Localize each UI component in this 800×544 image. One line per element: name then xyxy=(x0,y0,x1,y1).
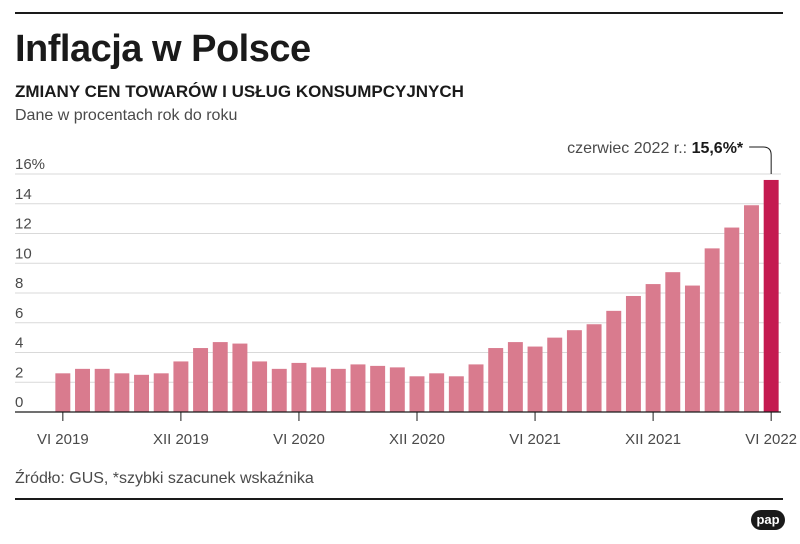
bar-highlight xyxy=(763,179,779,412)
bar xyxy=(448,376,464,412)
bar xyxy=(370,365,386,412)
bar xyxy=(55,373,71,412)
bar xyxy=(429,373,445,412)
bottom-rule xyxy=(15,498,783,500)
pap-logo: pap xyxy=(751,510,785,530)
bar xyxy=(586,324,602,412)
bar xyxy=(232,343,248,412)
x-tick-label: XII 2021 xyxy=(625,431,681,448)
y-tick-label: 2 xyxy=(15,364,23,381)
x-tick-label: VI 2020 xyxy=(273,431,325,448)
x-tick-label: XII 2020 xyxy=(389,431,445,448)
bar xyxy=(94,368,110,412)
y-tick-label: 4 xyxy=(15,335,23,352)
annotation-callout-line xyxy=(749,146,772,174)
y-tick-label: 8 xyxy=(15,275,23,292)
x-tick-label: VI 2021 xyxy=(509,431,561,448)
bar xyxy=(665,272,681,412)
y-tick-label: 0 xyxy=(15,394,23,411)
bar xyxy=(153,373,169,412)
annotation: czerwiec 2022 r.: 15,6%* xyxy=(567,140,772,174)
bar xyxy=(547,337,563,413)
y-tick-label: 16% xyxy=(15,156,45,173)
bar-chart: 0 2 4 6 8 10 12 14 16% VI 2019 XII 2019 VI 2020 XII… xyxy=(15,140,797,448)
bar xyxy=(409,376,425,412)
bar xyxy=(527,346,543,412)
bar xyxy=(173,361,189,412)
bar xyxy=(193,348,209,412)
annotation-text: czerwiec 2022 r.: 15,6%* xyxy=(567,140,744,157)
bar xyxy=(134,374,150,412)
bar xyxy=(114,373,130,412)
bar xyxy=(389,367,405,413)
bar xyxy=(350,364,366,412)
top-rule xyxy=(15,12,783,14)
bar xyxy=(291,362,307,412)
bar xyxy=(252,361,268,412)
bar xyxy=(704,248,720,413)
y-tick-label: 10 xyxy=(15,245,32,262)
bar xyxy=(684,285,700,412)
x-tick-label: VI 2019 xyxy=(37,431,89,448)
x-tick-label: VI 2022 xyxy=(745,431,797,448)
bar xyxy=(566,330,582,412)
bar xyxy=(468,364,484,412)
units-note: Dane w procentach rok do roku xyxy=(15,107,238,124)
chart-title: Inflacja w Polsce xyxy=(15,28,311,70)
bar xyxy=(744,205,759,412)
bar xyxy=(212,342,228,412)
chart-subtitle: ZMIANY CEN TOWARÓW I USŁUG KONSUMPCYJNYC… xyxy=(15,82,464,101)
y-tick-label: 6 xyxy=(15,305,23,322)
bar xyxy=(507,342,523,412)
bar xyxy=(625,295,641,412)
bar xyxy=(75,368,90,412)
bar xyxy=(271,368,287,412)
x-axis-ticks: VI 2019 XII 2019 VI 2020 XII 2020 VI 2021 XII… xyxy=(37,412,797,448)
annotation-value: 15,6%* xyxy=(692,140,744,157)
x-tick-label: XII 2019 xyxy=(153,431,209,448)
y-tick-label: 12 xyxy=(15,216,32,233)
annotation-label: czerwiec 2022 r.: xyxy=(567,140,692,157)
source-note: Źródło: GUS, *szybki szacunek wskaźnika xyxy=(15,470,314,487)
y-tick-label: 14 xyxy=(15,186,32,203)
bar xyxy=(311,367,327,413)
bars xyxy=(55,179,779,413)
bar xyxy=(330,368,346,412)
bar xyxy=(724,227,740,412)
bar xyxy=(606,310,622,412)
y-axis-labels: 0 2 4 6 8 10 12 14 16% xyxy=(15,156,45,411)
bar xyxy=(488,348,504,412)
bar xyxy=(645,284,661,412)
